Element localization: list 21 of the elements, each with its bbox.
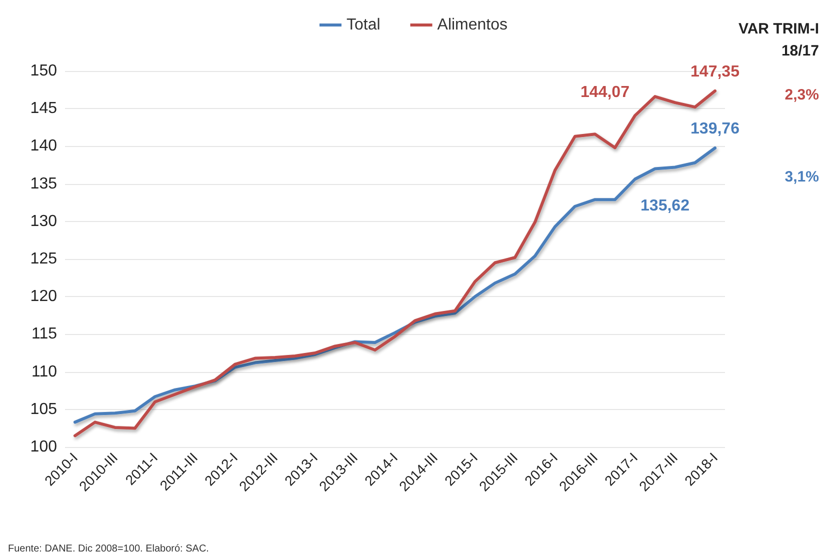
data-label: 144,07 — [580, 84, 630, 102]
source-note: Fuente: DANE. Dic 2008=100. Elaboró: SAC. — [8, 544, 209, 554]
y-tick-label: 125 — [30, 250, 58, 268]
text: VAR TRIM-I 18/17 — [738, 20, 819, 60]
y-tick-label: 140 — [30, 138, 58, 155]
data-label: 147,35 — [690, 63, 740, 80]
text: 2,3% — [784, 86, 819, 104]
y-tick-label: 120 — [30, 288, 58, 306]
data-label: 139,76 — [690, 120, 740, 138]
legend-label: Alimentos — [437, 16, 508, 34]
y-tick-label: 150 — [30, 62, 58, 80]
y-tick-label: 145 — [30, 100, 58, 118]
y-tick-label: 105 — [30, 400, 58, 418]
y-tick-label: 135 — [30, 175, 58, 192]
data-label: 135,62 — [640, 198, 690, 215]
text: 3,1% — [784, 168, 819, 186]
y-tick-label: 100 — [30, 438, 58, 456]
legend-label: Total — [346, 16, 380, 34]
y-tick-label: 110 — [31, 363, 58, 380]
y-tick-label: 115 — [31, 326, 58, 343]
y-tick-label: 130 — [30, 212, 58, 230]
